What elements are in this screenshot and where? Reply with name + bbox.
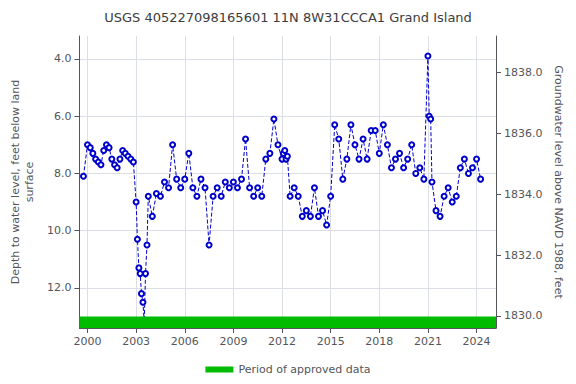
svg-text:2000: 2000 [73,335,101,348]
svg-text:2003: 2003 [122,335,150,348]
svg-text:8.0: 8.0 [54,167,72,180]
svg-text:4.0: 4.0 [54,52,72,65]
svg-text:12.0: 12.0 [47,281,72,294]
svg-text:2012: 2012 [268,335,296,348]
svg-text:2015: 2015 [317,335,345,348]
svg-text:Depth to water level, feet bel: Depth to water level, feet below land [9,80,22,285]
svg-text:surface: surface [23,161,36,202]
svg-text:10.0: 10.0 [47,224,72,237]
svg-text:2018: 2018 [365,335,393,348]
svg-text:1838.0: 1838.0 [504,66,543,79]
svg-text:1830.0: 1830.0 [504,309,543,322]
svg-text:1836.0: 1836.0 [504,127,543,140]
svg-text:1832.0: 1832.0 [504,249,543,262]
svg-text:2006: 2006 [171,335,199,348]
svg-text:2021: 2021 [414,335,442,348]
svg-text:USGS 405227098165601 11N 8W31C: USGS 405227098165601 11N 8W31CCCA1 Grand… [104,10,472,25]
svg-text:Groundwater level above NAVD 1: Groundwater level above NAVD 1988, feet [552,65,565,299]
svg-text:2024: 2024 [463,335,491,348]
svg-text:Period of approved data: Period of approved data [238,363,370,376]
svg-text:1834.0: 1834.0 [504,188,543,201]
svg-text:6.0: 6.0 [54,110,72,123]
svg-text:2009: 2009 [219,335,247,348]
